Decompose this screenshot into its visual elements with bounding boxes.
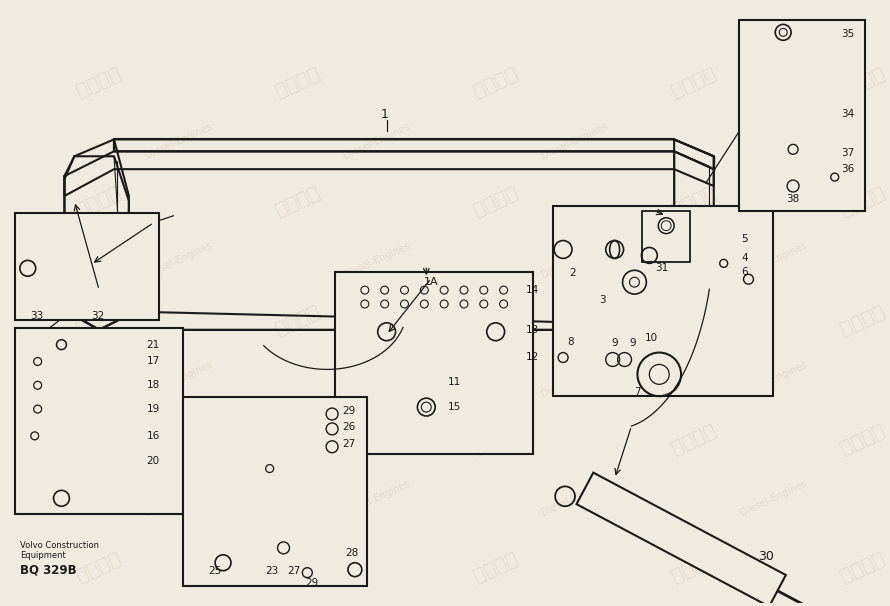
- Text: 28: 28: [345, 548, 359, 558]
- Text: Diesel-Engines: Diesel-Engines: [739, 122, 808, 161]
- Text: 紫发动力: 紫发动力: [471, 301, 521, 338]
- Text: 5: 5: [741, 233, 748, 244]
- Text: 7: 7: [635, 387, 641, 397]
- Text: 30: 30: [757, 550, 773, 562]
- Bar: [739, 21, 865, 211]
- Text: 9: 9: [611, 338, 619, 348]
- Text: 20: 20: [147, 456, 160, 465]
- Text: 1A: 1A: [424, 277, 439, 287]
- Text: Diesel-Engines: Diesel-Engines: [540, 359, 610, 399]
- Text: 15: 15: [448, 402, 461, 412]
- Text: 紫发动力: 紫发动力: [74, 421, 125, 458]
- Text: 8: 8: [567, 337, 574, 347]
- Text: 23: 23: [266, 565, 279, 576]
- Text: 11: 11: [448, 378, 461, 387]
- Text: 紫发动力: 紫发动力: [74, 64, 125, 101]
- Text: 12: 12: [525, 351, 538, 362]
- Text: 紫发动力: 紫发动力: [471, 182, 521, 219]
- Text: 18: 18: [147, 381, 160, 390]
- Text: 34: 34: [841, 108, 854, 119]
- Text: 紫发动力: 紫发动力: [272, 64, 323, 101]
- Text: 紫发动力: 紫发动力: [74, 549, 125, 586]
- Text: 紫发动力: 紫发动力: [74, 182, 125, 219]
- Text: 9: 9: [629, 338, 636, 348]
- Text: 38: 38: [787, 194, 800, 204]
- Polygon shape: [25, 355, 137, 370]
- Text: Diesel-Engines: Diesel-Engines: [739, 241, 808, 280]
- Text: 4: 4: [741, 253, 748, 264]
- Text: 紫发动力: 紫发动力: [471, 549, 521, 586]
- Text: 25: 25: [208, 565, 222, 576]
- Polygon shape: [577, 473, 786, 606]
- Text: Diesel-Engines: Diesel-Engines: [143, 479, 214, 518]
- Bar: [643, 211, 690, 262]
- Bar: [554, 206, 773, 396]
- Text: 紫发动力: 紫发动力: [668, 421, 719, 458]
- Text: 21: 21: [147, 339, 160, 350]
- Text: 29: 29: [305, 578, 319, 588]
- Text: 10: 10: [644, 333, 658, 343]
- Text: Volvo Construction: Volvo Construction: [20, 541, 99, 550]
- Text: Diesel-Engines: Diesel-Engines: [540, 479, 610, 518]
- Text: 紫发动力: 紫发动力: [668, 64, 719, 101]
- Text: 紫发动力: 紫发动力: [272, 182, 323, 219]
- Text: 16: 16: [147, 431, 160, 441]
- Text: Diesel-Engines: Diesel-Engines: [342, 122, 412, 161]
- Text: 3: 3: [600, 295, 606, 305]
- Text: 37: 37: [841, 148, 854, 158]
- Text: Diesel-Engines: Diesel-Engines: [342, 359, 412, 399]
- Bar: [15, 213, 158, 320]
- Text: 26: 26: [342, 422, 355, 432]
- Text: 紫发动力: 紫发动力: [837, 549, 888, 586]
- Text: 2: 2: [570, 268, 577, 278]
- Text: Diesel-Engines: Diesel-Engines: [342, 479, 412, 518]
- Text: 紫发动力: 紫发动力: [668, 549, 719, 586]
- Text: 35: 35: [841, 29, 854, 39]
- Text: Diesel-Engines: Diesel-Engines: [540, 241, 610, 280]
- Text: 1: 1: [381, 108, 389, 121]
- Text: 紫发动力: 紫发动力: [272, 421, 323, 458]
- Bar: [335, 272, 533, 454]
- Bar: [15, 328, 183, 514]
- Text: 27: 27: [287, 565, 301, 576]
- Text: 32: 32: [91, 311, 104, 321]
- Text: 紫发动力: 紫发动力: [272, 549, 323, 586]
- Text: 29: 29: [342, 406, 355, 416]
- Text: 27: 27: [342, 439, 355, 449]
- Text: 紫发动力: 紫发动力: [668, 301, 719, 338]
- Text: 33: 33: [29, 311, 43, 321]
- Text: 紫发动力: 紫发动力: [471, 421, 521, 458]
- Text: 紫发动力: 紫发动力: [272, 301, 323, 338]
- Text: 17: 17: [147, 356, 160, 367]
- Text: 36: 36: [841, 164, 854, 174]
- Text: Equipment: Equipment: [20, 551, 66, 561]
- Text: Diesel-Engines: Diesel-Engines: [739, 359, 808, 399]
- Text: 紫发动力: 紫发动力: [74, 301, 125, 338]
- Text: Diesel-Engines: Diesel-Engines: [739, 479, 808, 518]
- Text: 紫发动力: 紫发动力: [471, 64, 521, 101]
- Text: 紫发动力: 紫发动力: [837, 182, 888, 219]
- Text: 6: 6: [741, 267, 748, 278]
- Text: 紫发动力: 紫发动力: [837, 421, 888, 458]
- Text: 紫发动力: 紫发动力: [837, 301, 888, 338]
- Text: 31: 31: [656, 263, 669, 273]
- Text: Diesel-Engines: Diesel-Engines: [143, 122, 214, 161]
- Text: 13: 13: [525, 325, 538, 335]
- Text: Diesel-Engines: Diesel-Engines: [342, 241, 412, 280]
- Text: 紫发动力: 紫发动力: [668, 182, 719, 219]
- Text: Diesel-Engines: Diesel-Engines: [540, 122, 610, 161]
- Text: BQ 329B: BQ 329B: [20, 563, 77, 576]
- Text: Diesel-Engines: Diesel-Engines: [143, 359, 214, 399]
- Text: 14: 14: [525, 285, 538, 295]
- Text: 紫发动力: 紫发动力: [837, 64, 888, 101]
- Bar: [183, 397, 367, 585]
- Text: Diesel-Engines: Diesel-Engines: [143, 241, 214, 280]
- Text: 19: 19: [147, 404, 160, 414]
